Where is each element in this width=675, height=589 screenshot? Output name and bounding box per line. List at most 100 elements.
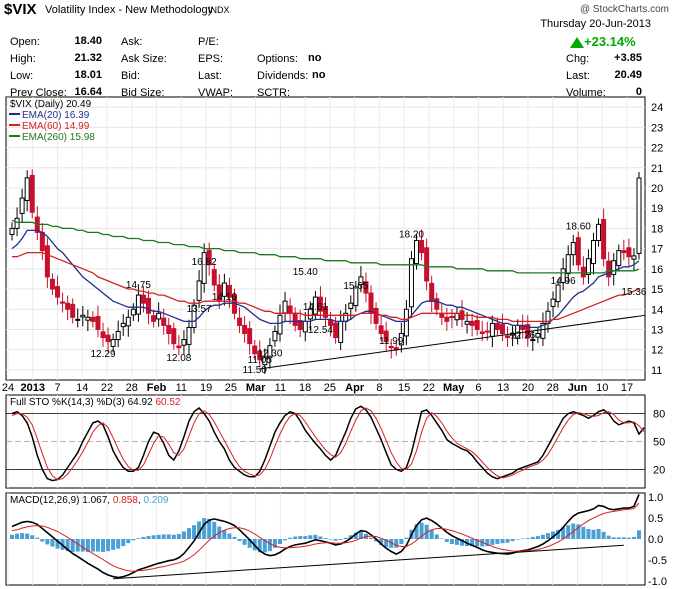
date-tick-label: May: [443, 382, 465, 394]
price-annotation: 13.57: [187, 304, 212, 315]
macd-histogram-bar: [358, 531, 363, 539]
candle-body: [601, 218, 607, 260]
macd-histogram-bar: [30, 535, 35, 539]
macd-tick-label: 0.0: [648, 534, 663, 546]
macd-histogram-bar: [257, 539, 262, 553]
candle-body: [75, 318, 81, 321]
candle-body: [19, 197, 25, 214]
macd-histogram-bar: [540, 534, 545, 539]
candle-body: [596, 223, 602, 242]
macd-histogram-bar: [272, 539, 277, 548]
macd-histogram-bar: [35, 537, 40, 539]
macd-histogram-bar: [530, 536, 535, 539]
macd-histogram-bar: [631, 536, 636, 539]
macd-legend: MACD(12,26,9) 1.067, 0.858, 0.209: [10, 495, 169, 506]
candle-body: [484, 330, 490, 333]
candle-body: [560, 268, 566, 284]
candle-body: [267, 345, 273, 359]
candle-body: [95, 316, 101, 330]
candle-body: [317, 296, 323, 312]
candle-body: [403, 308, 409, 337]
sto-tick-label: 20: [653, 464, 665, 476]
open-value: 18.40: [74, 35, 102, 47]
copyright-link[interactable]: @ StockCharts.com: [579, 4, 669, 15]
price-tick-label: 18: [651, 223, 663, 235]
sto-tick-label: 50: [653, 437, 665, 449]
candle-body: [616, 250, 622, 267]
sto-legend: Full STO %K(14,3) %D(3) 64.92 60.52: [10, 397, 181, 408]
price-annotation: 12.29: [91, 349, 116, 360]
macd-histogram-bar: [288, 537, 293, 539]
date-tick-label: Mar: [246, 382, 266, 394]
panel-frame-0: [5, 96, 646, 381]
candle-body: [333, 322, 339, 339]
price-annotation: 14.75: [126, 280, 151, 291]
macd-histogram-bar: [232, 536, 237, 539]
macd-trendline: [113, 544, 624, 580]
candle-body: [176, 345, 182, 349]
macd-histogram-bar: [353, 532, 358, 539]
change-percent: +23.14%: [584, 34, 636, 49]
chart-marks: [9, 169, 646, 580]
macd-histogram-bar: [151, 535, 156, 539]
price-annotation: 16.82: [192, 257, 217, 268]
macd-macd-line: [11, 494, 640, 579]
candle-body: [611, 260, 617, 275]
candle-body: [388, 345, 394, 349]
macd-histogram-bar: [495, 539, 500, 545]
macd-histogram-bar: [616, 537, 621, 539]
candle-body: [378, 325, 384, 335]
chg-value: +3.85: [614, 52, 642, 64]
price-tick-label: 24: [651, 102, 663, 114]
candle-body: [211, 269, 217, 286]
macd-histogram-bar: [85, 539, 90, 552]
macd-histogram-bar: [247, 539, 252, 548]
macd-histogram-bar: [318, 536, 323, 539]
macd-histogram-bar: [621, 537, 626, 539]
candle-body: [636, 177, 642, 254]
candle-body: [621, 250, 627, 254]
options-label: Options:: [257, 53, 298, 65]
bid-label: Bid:: [121, 70, 140, 82]
quote-date: Thursday 20-Jun-2013: [540, 18, 651, 30]
candle-body: [125, 316, 131, 327]
price-annotation: 15.40: [293, 267, 318, 278]
candle-body: [590, 240, 596, 265]
macd-histogram-bar: [176, 533, 181, 539]
candle-body: [626, 247, 632, 258]
macd-histogram-bar: [419, 522, 424, 539]
macd-histogram-bar: [475, 539, 480, 547]
macd-histogram-bar: [374, 539, 379, 542]
macd-histogram-bar: [166, 534, 171, 539]
macd-histogram-bar: [277, 539, 282, 545]
candle-body: [55, 286, 61, 298]
candle-body: [565, 254, 571, 275]
candle-body: [135, 294, 141, 315]
macd-histogram-bar: [50, 539, 55, 547]
dividends-value: no: [312, 69, 326, 81]
candle-body: [419, 240, 425, 254]
macd-histogram-bar: [586, 528, 591, 539]
candle-body: [414, 240, 420, 265]
price-tick-label: 21: [651, 163, 663, 175]
candle-body: [181, 339, 187, 346]
macd-histogram-bar: [566, 525, 571, 539]
candle-body: [297, 320, 303, 330]
macd-histogram-bar: [333, 539, 338, 541]
macd-histogram-bar: [490, 539, 495, 545]
macd-histogram-bar: [293, 536, 298, 539]
macd-histogram-bar: [369, 537, 374, 539]
low-label: Low:: [10, 70, 34, 82]
macd-histogram-bar: [131, 539, 136, 541]
bid-size-label: Bid Size:: [121, 87, 165, 99]
macd-legend-part: 0.209: [143, 495, 168, 506]
candle-body: [140, 294, 146, 304]
candle-body: [555, 284, 561, 303]
macd-histogram-bar: [439, 538, 444, 540]
date-tick-label: 28: [547, 382, 559, 394]
sto-k-line: [11, 405, 645, 482]
date-tick-label: 2013: [21, 382, 45, 394]
candle-body: [373, 307, 379, 324]
macd-legend-part: MACD(12,26,9): [10, 495, 82, 506]
candle-body: [439, 313, 445, 318]
